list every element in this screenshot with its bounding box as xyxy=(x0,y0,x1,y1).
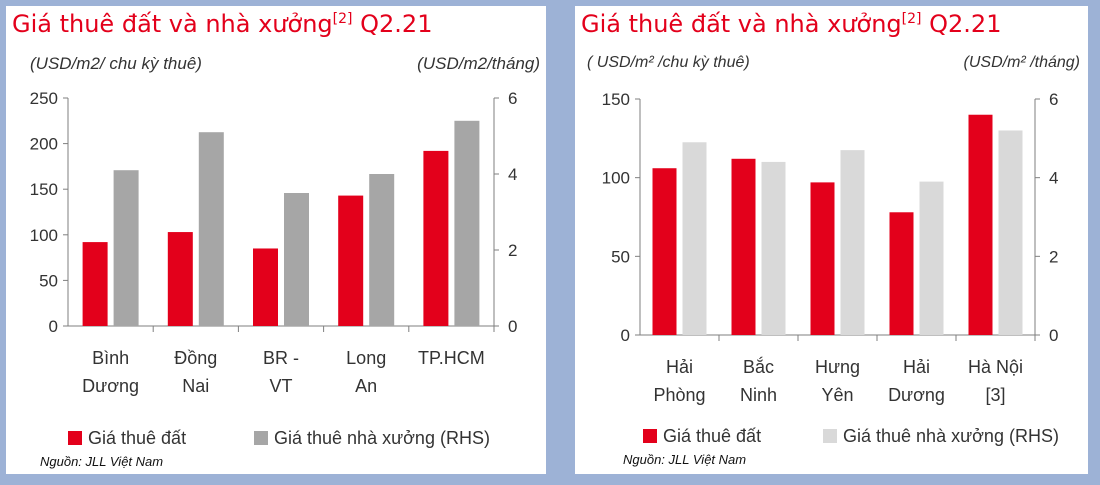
bar-land xyxy=(889,212,914,335)
bar-land xyxy=(968,114,993,335)
bar-land xyxy=(253,248,278,326)
bar-factory xyxy=(840,150,865,335)
x-category-label: An xyxy=(355,376,377,396)
y-tick-label-left: 200 xyxy=(30,135,58,154)
y-tick-label-right: 4 xyxy=(1049,169,1058,188)
x-category-label: Dương xyxy=(82,376,139,396)
y-tick-label-left: 100 xyxy=(602,169,630,188)
x-category-label: TP.HCM xyxy=(418,348,485,368)
legend-item-land: Giá thuê đất xyxy=(643,426,761,447)
y-tick-label-right: 6 xyxy=(508,89,517,108)
y-tick-label-right: 0 xyxy=(1049,326,1058,345)
x-category-label: [3] xyxy=(985,385,1005,405)
legend-swatch-land xyxy=(68,431,82,445)
bar-land xyxy=(423,150,449,326)
legend-swatch-factory xyxy=(823,429,837,443)
right-axis-unit: (USD/m2/tháng) xyxy=(417,54,540,73)
bar-land xyxy=(82,242,108,326)
chart-panel-right: Giá thuê đất và nhà xưởng[2] Q2.21 ( USD… xyxy=(575,6,1088,474)
legend-swatch-factory xyxy=(254,431,268,445)
chart-title: Giá thuê đất và nhà xưởng[2] Q2.21 xyxy=(12,10,433,38)
chart-panel-left: Giá thuê đất và nhà xưởng[2] Q2.21 (USD/… xyxy=(6,6,546,474)
bar-land xyxy=(731,158,756,335)
bar-chart-left: 0 50 100 150 200 250 0 2 4 6 Bình Dương Đồng Nai BR - V… xyxy=(30,89,518,396)
y-tick-label-left: 50 xyxy=(39,271,58,290)
x-category-label: Hải xyxy=(666,357,693,377)
x-category-label: Hưng xyxy=(815,357,860,377)
bar-land xyxy=(338,195,364,326)
bar-factory xyxy=(198,132,224,326)
x-category-label: Bắc xyxy=(743,356,774,377)
source-note: Nguồn: JLL Việt Nam xyxy=(40,454,164,469)
bar-factory xyxy=(284,193,309,326)
source-note: Nguồn: JLL Việt Nam xyxy=(623,452,747,467)
x-category-label: Long xyxy=(346,348,386,368)
bar-land xyxy=(167,232,193,326)
x-category-label: BR - xyxy=(263,348,299,368)
y-tick-label-right: 2 xyxy=(1049,247,1058,266)
y-tick-label-left: 100 xyxy=(30,226,58,245)
legend-item-factory: Giá thuê nhà xưởng (RHS) xyxy=(823,426,1059,447)
bar-factory xyxy=(761,161,786,335)
y-tick-label-right: 6 xyxy=(1049,90,1058,109)
x-category-label: Phòng xyxy=(653,385,705,405)
bar-factory xyxy=(369,174,395,326)
x-category-label: Hà Nội xyxy=(968,357,1023,377)
bar-land xyxy=(652,168,677,335)
bar-land xyxy=(810,182,835,335)
x-category-label: Dương xyxy=(888,385,945,405)
y-tick-label-right: 2 xyxy=(508,241,517,260)
y-tick-label-right: 4 xyxy=(508,165,517,184)
x-category-label: VT xyxy=(269,376,292,396)
chart-title: Giá thuê đất và nhà xưởng[2] Q2.21 xyxy=(581,10,1002,38)
legend-item-factory: Giá thuê nhà xưởng (RHS) xyxy=(254,428,490,449)
y-tick-label-left: 250 xyxy=(30,89,58,108)
bar-chart-right: 0 50 100 150 0 2 4 6 Hải Phòng Bắc Ninh Hưng Yên Hải Dư… xyxy=(602,90,1059,405)
y-tick-label-right: 0 xyxy=(508,317,517,336)
y-tick-label-left: 0 xyxy=(49,317,58,336)
y-tick-label-left: 150 xyxy=(602,90,630,109)
left-axis-unit: (USD/m2/ chu kỳ thuê) xyxy=(30,54,202,73)
x-category-label: Ninh xyxy=(740,385,777,405)
left-axis-unit: ( USD/m² /chu kỳ thuê) xyxy=(587,54,750,71)
bar-factory xyxy=(454,120,480,326)
legend-item-land: Giá thuê đất xyxy=(68,428,186,449)
right-axis-unit: (USD/m² /tháng) xyxy=(963,54,1080,71)
y-tick-label-left: 150 xyxy=(30,180,58,199)
y-tick-label-left: 0 xyxy=(621,326,630,345)
bar-factory xyxy=(998,130,1023,335)
bar-factory xyxy=(919,181,944,335)
x-category-label: Yên xyxy=(821,385,853,405)
x-category-label: Hải xyxy=(903,357,930,377)
x-category-label: Đồng xyxy=(174,348,217,368)
legend-swatch-land xyxy=(643,429,657,443)
x-category-label: Nai xyxy=(182,376,209,396)
bar-factory xyxy=(682,142,707,335)
y-tick-label-left: 50 xyxy=(611,247,630,266)
bar-factory xyxy=(113,170,139,326)
x-category-label: Bình xyxy=(92,348,129,368)
